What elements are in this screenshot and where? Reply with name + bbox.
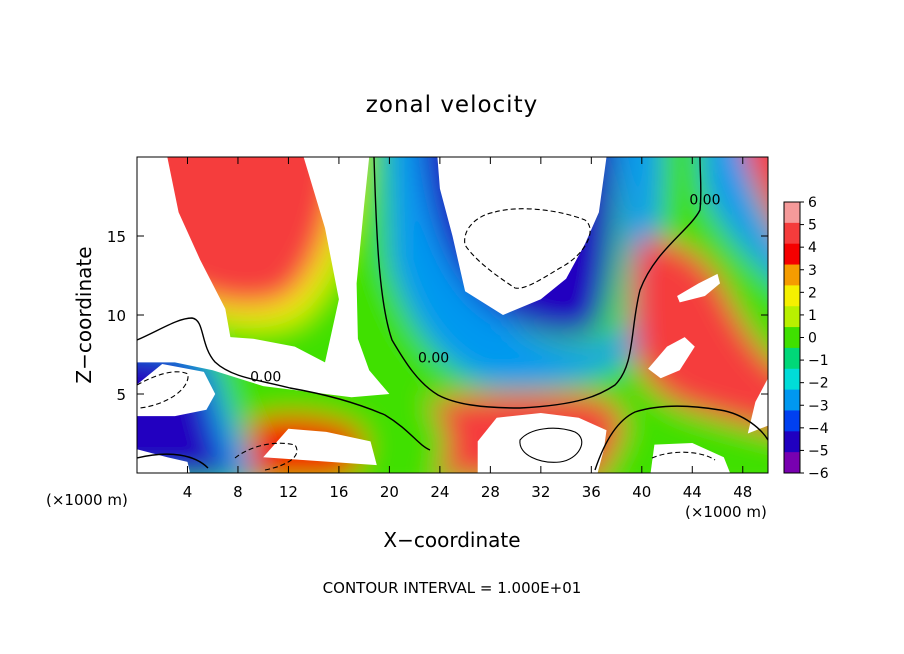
field-band-vertical-green: [380, 330, 446, 473]
colorbar-swatch-1: [784, 222, 800, 245]
colorbar: 6 5 4 3 2 1 0 −1 −2 −3 −4 −5 −6: [784, 195, 829, 482]
colorbar-swatch-11: [784, 431, 800, 453]
dashed-contour-left: [137, 371, 189, 409]
x-tick-label-44: 44: [683, 483, 702, 501]
zero-contour-right: [594, 405, 768, 471]
contour-lines: [137, 157, 768, 471]
x-unit-right: (×1000 m): [685, 503, 767, 521]
negative-contour-lines: [137, 208, 716, 471]
x-tick-label-36: 36: [582, 483, 601, 501]
colorbar-swatch-9: [784, 389, 800, 411]
x-tick-label-8: 8: [233, 483, 243, 501]
colorbar-label-5: 1: [808, 308, 817, 324]
zero-contour-bottom-center: [519, 427, 583, 463]
contour-label-2: 0.00: [689, 192, 720, 208]
colorbar-swatch-8: [784, 368, 800, 391]
colorbar-label-8: −2: [808, 376, 829, 392]
saturated-region-bottom-right-saturated: [650, 443, 731, 473]
field-band-topright-red: [744, 157, 768, 213]
colorbar-frame: [783, 201, 801, 474]
colorbar-label-7: −1: [808, 353, 829, 369]
x-tick-label-28: 28: [481, 483, 500, 501]
colorbar-label-11: −5: [808, 443, 829, 459]
x-tick-label-20: 20: [380, 483, 399, 501]
colorbar-swatch-7: [784, 347, 800, 370]
y-tick-label-15: 15: [107, 228, 126, 246]
colorbar-swatch-6: [784, 327, 800, 349]
saturated-region-center-saturated: [437, 157, 607, 315]
saturated-region-far-right-blob: [747, 378, 768, 434]
plot-area: 0.00 0.00 0.00: [137, 157, 768, 473]
y-axis-ticks: 5 10 15: [107, 228, 768, 404]
x-unit-left: (×1000 m): [46, 491, 128, 509]
colorbar-label-1: 5: [808, 218, 817, 234]
x-tick-label-32: 32: [531, 483, 550, 501]
colorbar-label-12: −6: [808, 466, 829, 482]
saturated-region-bottom-center-saturated: [477, 413, 607, 473]
colorbar-label-9: −3: [808, 398, 829, 414]
field-band-center-blue: [386, 157, 661, 387]
contour-interval-footer: CONTOUR INTERVAL = 1.000E+01: [323, 579, 582, 597]
x-tick-label-40: 40: [632, 483, 651, 501]
x-tick-label-16: 16: [329, 483, 348, 501]
chart-title: zonal velocity: [366, 92, 538, 118]
x-tick-label-12: 12: [279, 483, 298, 501]
field-band-topright-blue: [702, 157, 768, 274]
colorbar-swatch-2: [784, 243, 800, 266]
dashed-contour-bottom-right: [651, 451, 716, 461]
colorbar-swatch-4: [784, 285, 800, 307]
y-axis-label: Z−coordinate: [72, 246, 96, 383]
y-tick-label-5: 5: [116, 386, 126, 404]
colorbar-label-3: 3: [808, 263, 817, 279]
colorbar-label-10: −4: [808, 421, 829, 437]
saturated-region-left-lower-saturated: [137, 364, 216, 417]
saturated-region-right-upper-blob: [677, 273, 720, 303]
zero-contour-bottom-left: [137, 453, 209, 469]
zero-contour-center: [373, 157, 702, 409]
colorbar-swatch-12: [784, 452, 800, 474]
colorbar-label-4: 2: [808, 285, 817, 301]
x-tick-label-24: 24: [430, 483, 449, 501]
colorbar-swatch-3: [784, 264, 800, 286]
colorbar-swatch-10: [784, 410, 800, 432]
x-axis-label: X−coordinate: [383, 528, 520, 552]
x-tick-label-48: 48: [733, 483, 752, 501]
dashed-contour-top-center: [464, 208, 591, 289]
x-tick-label-4: 4: [183, 483, 193, 501]
colorbar-label-0: 6: [808, 195, 817, 211]
colorbar-label-2: 4: [808, 240, 817, 256]
contour-label-0: 0.00: [250, 369, 281, 385]
saturated-regions: [137, 157, 768, 473]
saturated-region-right-middle-blob: [648, 337, 695, 379]
x-axis-ticks: 4 8 12 16 20 24 28 32 36 40 44 48: [183, 157, 752, 501]
y-tick-label-10: 10: [107, 307, 126, 325]
colorbar-swatch-5: [784, 306, 800, 328]
zero-contour-left: [137, 317, 431, 451]
saturated-region-bottom-mid-left-saturated: [263, 428, 377, 466]
contour-labels: 0.00 0.00 0.00: [250, 192, 720, 385]
contour-label-1: 0.00: [418, 350, 449, 366]
colorbar-swatch-0: [784, 202, 800, 224]
saturated-region-upper-left-saturated: [137, 157, 390, 398]
colorbar-label-6: 0: [808, 331, 817, 347]
dashed-contour-bottom-left: [234, 442, 298, 471]
field-band-right-red: [631, 239, 768, 432]
